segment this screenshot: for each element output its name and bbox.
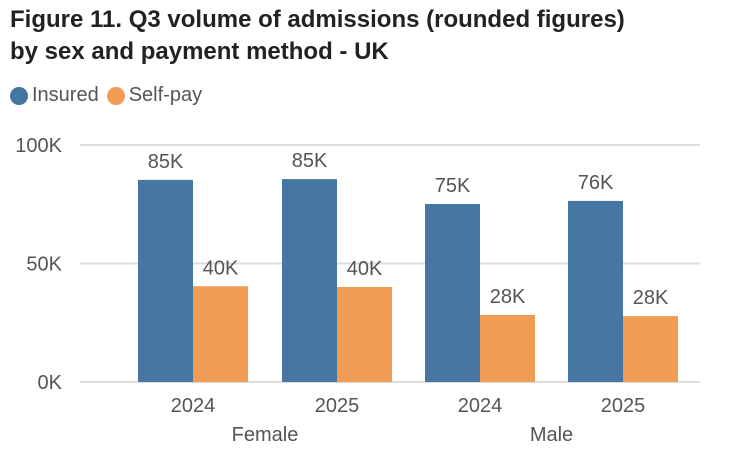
title-line-2: by sex and payment method - UK <box>10 38 389 65</box>
y-tick-label: 0K <box>38 372 63 394</box>
x-tick-label: 2024 <box>171 395 216 417</box>
bar-insured <box>425 204 480 382</box>
legend-swatch-self-pay <box>106 86 125 105</box>
title-line-1: Figure 11. Q3 volume of admissions (roun… <box>10 6 625 33</box>
data-label: 85K <box>148 151 184 173</box>
bar-self-pay <box>623 316 678 382</box>
x-group-label: Male <box>530 424 573 446</box>
bar-self-pay <box>193 286 248 382</box>
bar-insured <box>568 200 623 382</box>
x-tick-label: 2025 <box>315 395 360 417</box>
bar-self-pay <box>337 286 392 382</box>
data-label: 40K <box>347 258 383 280</box>
legend-label-insured: Insured <box>32 84 99 106</box>
data-label: 85K <box>292 150 328 172</box>
legend-item-insured: Insured <box>10 84 99 107</box>
bar-insured <box>138 179 193 382</box>
data-label: 40K <box>203 257 239 279</box>
y-tick-label: 50K <box>26 254 62 276</box>
data-label: 76K <box>578 172 614 194</box>
bar-insured <box>282 179 337 382</box>
x-tick-label: 2024 <box>458 395 503 417</box>
legend-swatch-insured <box>10 86 28 105</box>
x-group-label: Female <box>232 424 299 446</box>
legend-item-self-pay: Self-pay <box>106 84 203 107</box>
data-label: 28K <box>633 287 669 309</box>
legend: Insured Self-pay <box>10 84 210 107</box>
x-tick-label: 2025 <box>601 395 646 417</box>
data-label: 28K <box>490 286 526 308</box>
data-label: 75K <box>435 175 471 197</box>
bar-self-pay <box>480 314 535 382</box>
y-tick-label: 100K <box>15 135 62 157</box>
chart-title: Figure 11. Q3 volume of admissions (roun… <box>10 4 625 68</box>
legend-label-self-pay: Self-pay <box>128 84 203 106</box>
